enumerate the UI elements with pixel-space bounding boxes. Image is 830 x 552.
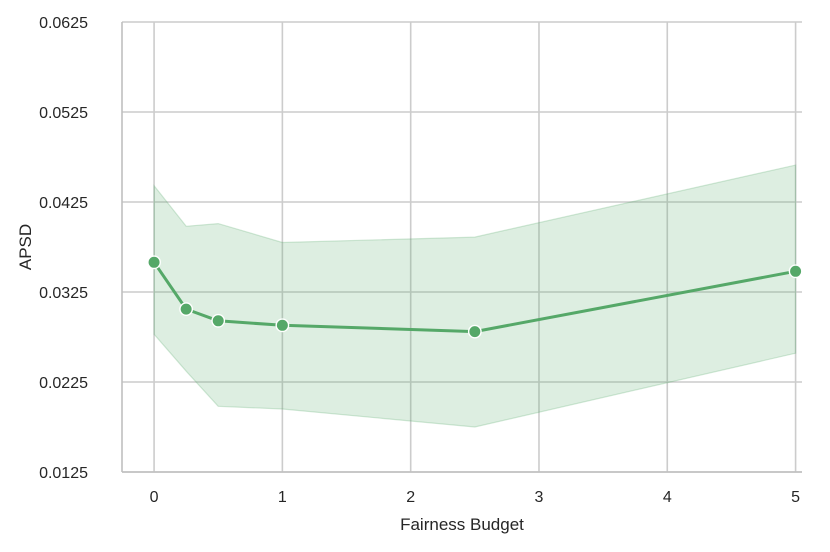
confidence-band-layer <box>153 164 797 428</box>
x-tick-label-1: 1 <box>278 489 287 506</box>
y-axis-label: APSD <box>16 224 35 270</box>
axes <box>121 22 802 473</box>
y-tick-label-2: 0.0325 <box>39 285 88 302</box>
y-tick-label-3: 0.0425 <box>39 195 88 212</box>
x-tick-label-5: 5 <box>791 489 800 506</box>
data-point-2 <box>211 313 226 328</box>
x-tick-label-4: 4 <box>663 489 672 506</box>
x-tick-label-0: 0 <box>150 489 159 506</box>
y-tick-label-0: 0.0125 <box>39 465 88 482</box>
x-tick-label-2: 2 <box>406 489 415 506</box>
series-line-layer <box>152 260 798 334</box>
series-line-0 <box>152 260 798 334</box>
data-point-layer <box>147 255 803 339</box>
data-point-5 <box>788 264 803 279</box>
data-point-1 <box>179 302 194 316</box>
y-tick-label-5: 0.0625 <box>39 15 88 32</box>
data-point-0 <box>147 255 161 270</box>
x-axis-label: Fairness Budget <box>400 515 524 534</box>
y-tick-label-1: 0.0225 <box>39 375 88 392</box>
y-tick-label-4: 0.0525 <box>39 105 88 122</box>
confidence-band-0 <box>153 164 797 428</box>
data-point-4 <box>467 324 482 339</box>
y-tick-labels: 0.0125 0.0225 0.0325 0.0425 0.0525 0.0625 <box>39 15 88 482</box>
x-tick-labels: 0 1 2 3 4 5 <box>150 489 801 506</box>
data-point-3 <box>275 318 290 333</box>
x-tick-label-3: 3 <box>535 489 544 506</box>
